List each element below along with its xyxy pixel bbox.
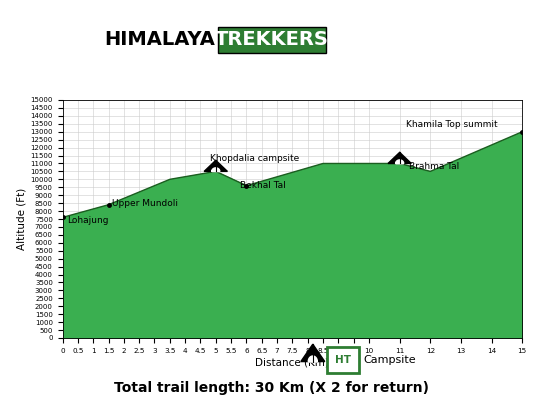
Text: Khamila Top summit: Khamila Top summit: [406, 120, 497, 128]
X-axis label: Distance (Km): Distance (Km): [256, 358, 329, 368]
Polygon shape: [301, 344, 325, 362]
Text: Lohajung: Lohajung: [67, 216, 109, 225]
Text: TREKKERS: TREKKERS: [215, 30, 329, 49]
Text: Upper Mundoli: Upper Mundoli: [112, 199, 177, 208]
Text: Brahma Tal Trek: Altitude and Distance profile: Brahma Tal Trek: Altitude and Distance p…: [144, 8, 400, 18]
Polygon shape: [212, 168, 220, 171]
Polygon shape: [388, 152, 411, 164]
Text: Khopdalia campsite: Khopdalia campsite: [209, 154, 299, 164]
FancyBboxPatch shape: [218, 27, 326, 52]
Text: Bekhal Tal: Bekhal Tal: [240, 182, 286, 190]
Text: HT: HT: [335, 355, 351, 365]
Polygon shape: [395, 160, 404, 164]
Y-axis label: Altitude (Ft): Altitude (Ft): [16, 188, 26, 250]
Text: Brahma Tal: Brahma Tal: [409, 162, 459, 171]
Text: Total trail length: 30 Km (X 2 for return): Total trail length: 30 Km (X 2 for retur…: [114, 381, 430, 395]
Polygon shape: [204, 160, 227, 171]
FancyBboxPatch shape: [327, 347, 359, 373]
Text: HIMALAYA: HIMALAYA: [104, 30, 215, 49]
Polygon shape: [308, 356, 317, 362]
Text: Campsite: Campsite: [363, 355, 416, 365]
